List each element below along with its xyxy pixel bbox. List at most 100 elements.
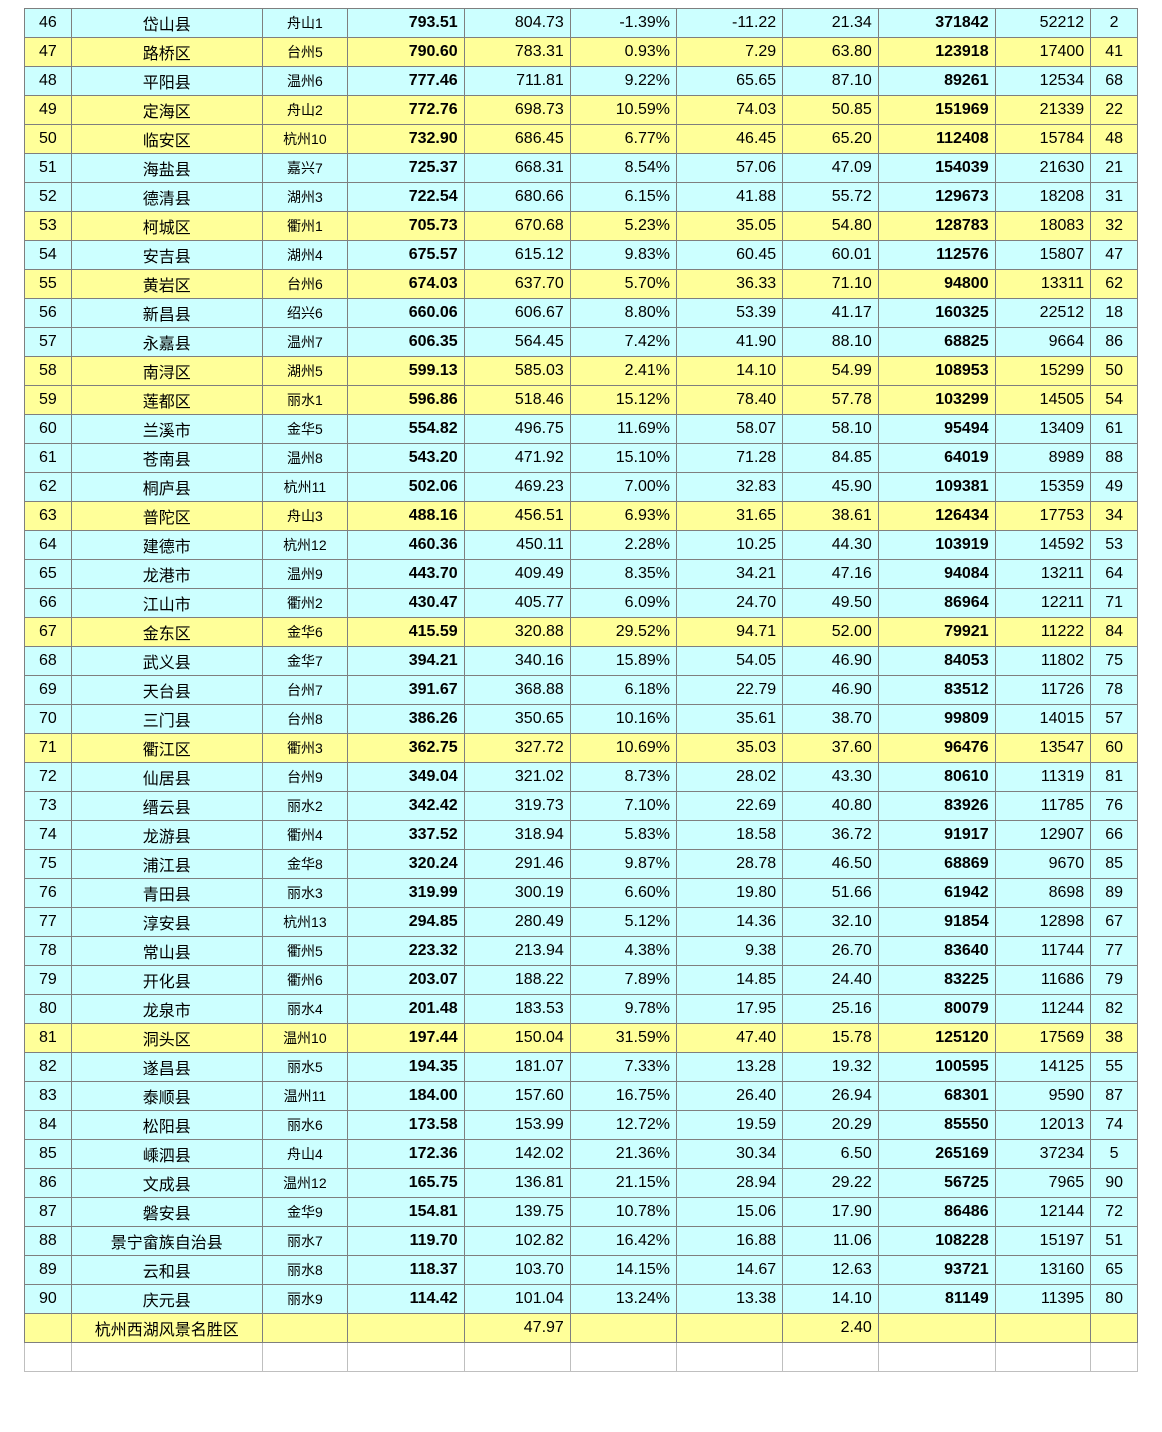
name-cell: 景宁畲族自治县 — [71, 1227, 262, 1256]
region-cell: 丽水3 — [262, 879, 347, 908]
table-row: 56新昌县绍兴6660.06606.678.80%53.3941.1716032… — [25, 299, 1138, 328]
value2-cell: 711.81 — [464, 67, 570, 96]
value2-cell: 804.73 — [464, 9, 570, 38]
rank-cell: 59 — [25, 386, 72, 415]
last-cell: 32 — [1091, 212, 1138, 241]
table-row: 70三门县台州8386.26350.6510.16%35.6138.709980… — [25, 705, 1138, 734]
value7-cell: 21630 — [995, 154, 1091, 183]
value7-cell: 11726 — [995, 676, 1091, 705]
diff-cell: 18.58 — [677, 821, 783, 850]
value7-cell: 17569 — [995, 1024, 1091, 1053]
value1-cell: 790.60 — [347, 38, 464, 67]
table-row: 85嵊泗县舟山4172.36142.0221.36%30.346.5026516… — [25, 1140, 1138, 1169]
value1-cell: 599.13 — [347, 357, 464, 386]
value1-cell: 119.70 — [347, 1227, 464, 1256]
last-cell: 68 — [1091, 67, 1138, 96]
value1-cell: 430.47 — [347, 589, 464, 618]
value1-cell: 460.36 — [347, 531, 464, 560]
region-cell: 衢州6 — [262, 966, 347, 995]
region-cell: 丽水5 — [262, 1053, 347, 1082]
last-cell: 72 — [1091, 1198, 1138, 1227]
pct-cell: 6.15% — [570, 183, 676, 212]
region-cell: 杭州11 — [262, 473, 347, 502]
value6-cell: 83512 — [878, 676, 995, 705]
table-row: 65龙港市温州9443.70409.498.35%34.2147.1694084… — [25, 560, 1138, 589]
pct-cell: 21.15% — [570, 1169, 676, 1198]
value7-cell: 8989 — [995, 444, 1091, 473]
value2-cell: 150.04 — [464, 1024, 570, 1053]
page: 46岱山县舟山1793.51804.73-1.39%-11.2221.34371… — [0, 0, 1162, 1432]
data-table: 46岱山县舟山1793.51804.73-1.39%-11.2221.34371… — [24, 8, 1138, 1372]
blank-cell — [677, 1343, 783, 1372]
value5-cell: 25.16 — [783, 995, 879, 1024]
name-cell: 龙港市 — [71, 560, 262, 589]
value6-cell: 68301 — [878, 1082, 995, 1111]
value7-cell: 15299 — [995, 357, 1091, 386]
last-cell: 79 — [1091, 966, 1138, 995]
diff-cell: 74.03 — [677, 96, 783, 125]
region-cell — [262, 1314, 347, 1343]
value5-cell: 12.63 — [783, 1256, 879, 1285]
table-row: 73缙云县丽水2342.42319.737.10%22.6940.8083926… — [25, 792, 1138, 821]
pct-cell: 8.73% — [570, 763, 676, 792]
value1-cell: 294.85 — [347, 908, 464, 937]
value6-cell: 109381 — [878, 473, 995, 502]
rank-cell: 69 — [25, 676, 72, 705]
value1-cell: 674.03 — [347, 270, 464, 299]
value7-cell: 11244 — [995, 995, 1091, 1024]
value6-cell: 80610 — [878, 763, 995, 792]
region-cell: 湖州4 — [262, 241, 347, 270]
value2-cell: 153.99 — [464, 1111, 570, 1140]
pct-cell: 10.59% — [570, 96, 676, 125]
value1-cell: 184.00 — [347, 1082, 464, 1111]
table-row: 68武义县金华7394.21340.1615.89%54.0546.908405… — [25, 647, 1138, 676]
table-row: 87磐安县金华9154.81139.7510.78%15.0617.908648… — [25, 1198, 1138, 1227]
value1-cell: 337.52 — [347, 821, 464, 850]
rank-cell: 90 — [25, 1285, 72, 1314]
value5-cell: 57.78 — [783, 386, 879, 415]
value5-cell: 58.10 — [783, 415, 879, 444]
pct-cell: 6.93% — [570, 502, 676, 531]
value6-cell: 100595 — [878, 1053, 995, 1082]
region-cell: 衢州1 — [262, 212, 347, 241]
pct-cell: 8.80% — [570, 299, 676, 328]
value1-cell: 154.81 — [347, 1198, 464, 1227]
region-cell: 丽水4 — [262, 995, 347, 1024]
region-cell: 台州9 — [262, 763, 347, 792]
region-cell: 台州6 — [262, 270, 347, 299]
value7-cell: 15359 — [995, 473, 1091, 502]
value6-cell: 96476 — [878, 734, 995, 763]
table-row: 61苍南县温州8543.20471.9215.10%71.2884.856401… — [25, 444, 1138, 473]
name-cell: 金东区 — [71, 618, 262, 647]
value1-cell: 488.16 — [347, 502, 464, 531]
value6-cell: 108228 — [878, 1227, 995, 1256]
pct-cell: 10.78% — [570, 1198, 676, 1227]
value2-cell: 456.51 — [464, 502, 570, 531]
pct-cell: 15.89% — [570, 647, 676, 676]
name-cell: 安吉县 — [71, 241, 262, 270]
value5-cell: 11.06 — [783, 1227, 879, 1256]
name-cell: 临安区 — [71, 125, 262, 154]
pct-cell: 13.24% — [570, 1285, 676, 1314]
last-cell: 62 — [1091, 270, 1138, 299]
last-cell: 76 — [1091, 792, 1138, 821]
pct-cell: 9.22% — [570, 67, 676, 96]
value1-cell: 722.54 — [347, 183, 464, 212]
value5-cell: 37.60 — [783, 734, 879, 763]
value2-cell: 585.03 — [464, 357, 570, 386]
diff-cell: 94.71 — [677, 618, 783, 647]
value1-cell: 362.75 — [347, 734, 464, 763]
value5-cell: 55.72 — [783, 183, 879, 212]
table-row: 46岱山县舟山1793.51804.73-1.39%-11.2221.34371… — [25, 9, 1138, 38]
rank-cell: 60 — [25, 415, 72, 444]
value5-cell: 60.01 — [783, 241, 879, 270]
value5-cell: 71.10 — [783, 270, 879, 299]
rank-cell: 84 — [25, 1111, 72, 1140]
value2-cell: 139.75 — [464, 1198, 570, 1227]
diff-cell: 71.28 — [677, 444, 783, 473]
name-cell: 三门县 — [71, 705, 262, 734]
value5-cell: 46.90 — [783, 647, 879, 676]
rank-cell: 74 — [25, 821, 72, 850]
value5-cell: 88.10 — [783, 328, 879, 357]
last-cell: 18 — [1091, 299, 1138, 328]
